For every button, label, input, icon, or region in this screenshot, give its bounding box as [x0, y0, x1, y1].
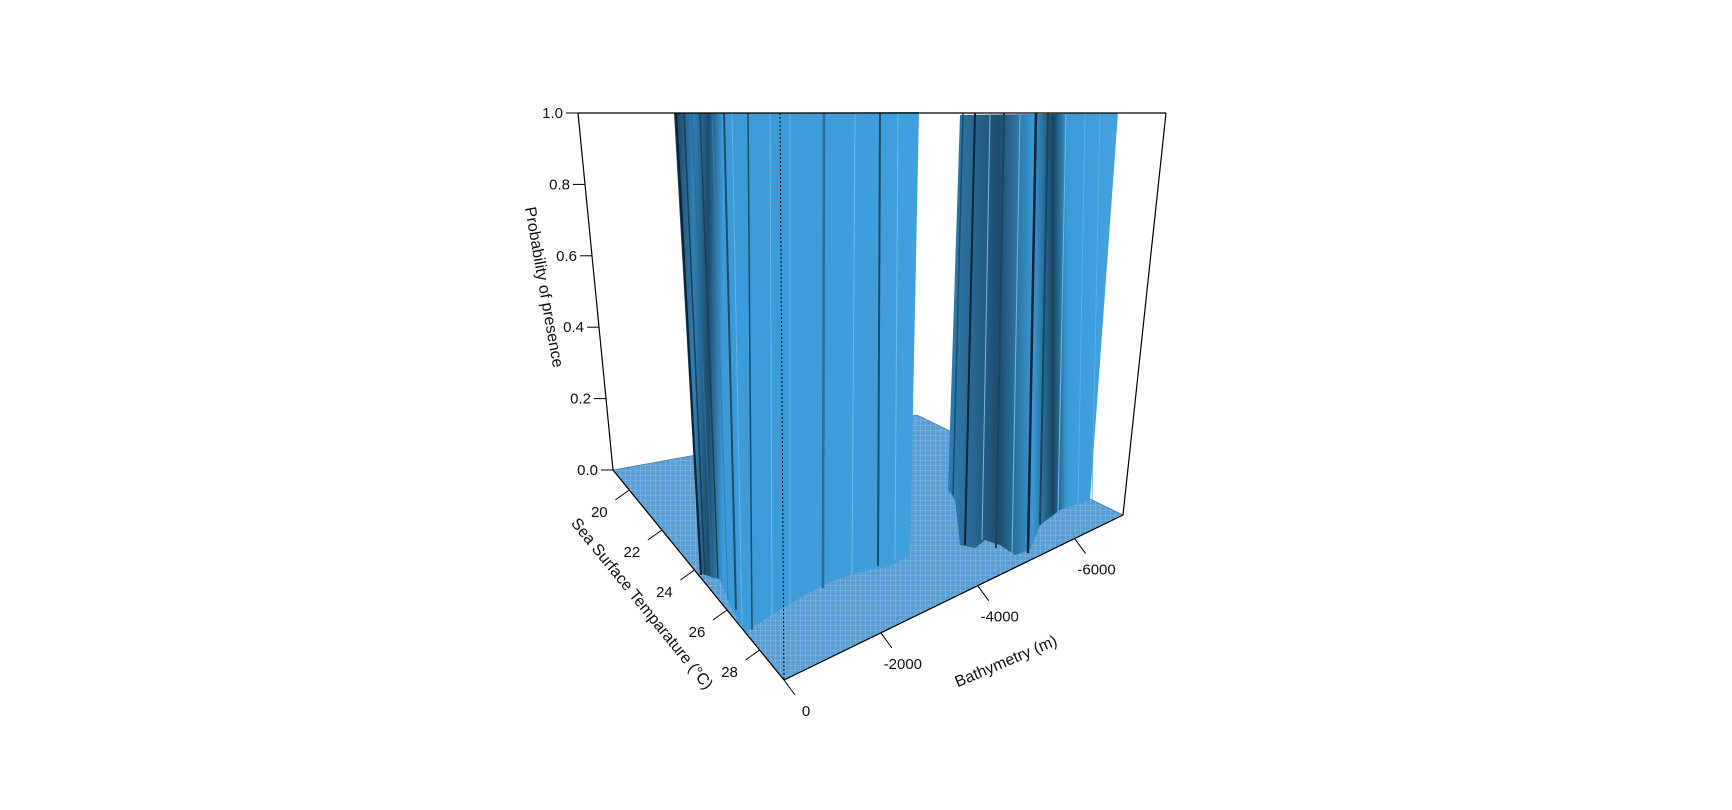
- wall-stripe: [851, 112, 856, 576]
- bathymetry-tick-mark: [783, 679, 796, 696]
- z-tick-label: 0.4: [563, 319, 584, 336]
- sst-tick-label: 20: [591, 504, 608, 521]
- wall-stripe: [691, 112, 713, 579]
- wall-stripe: [894, 112, 899, 561]
- wall-stripe: [699, 112, 719, 579]
- z-axis-title: Probability of presence: [521, 206, 566, 369]
- sst-tick-label: 24: [656, 584, 673, 601]
- wall-stripe: [723, 112, 737, 611]
- bathymetry-tick-label: -2000: [884, 656, 922, 673]
- bathymetry-axis: 0 -2000 -4000 -6000: [783, 538, 1116, 720]
- sst-tick-mark: [647, 529, 663, 541]
- z-tick-label: 0.0: [577, 462, 598, 479]
- wall-stripe: [769, 112, 773, 619]
- wall-stripes: [674, 112, 1101, 631]
- wall-stripe: [981, 112, 991, 541]
- wall-stripe: [952, 112, 964, 496]
- wall-stripe: [747, 112, 753, 631]
- wall-stripe: [964, 112, 976, 546]
- z-tick-label: 0.2: [570, 391, 591, 408]
- wall-stripe: [877, 112, 881, 567]
- wall-stripe: [1026, 112, 1038, 554]
- sst-tick-label: 22: [624, 544, 641, 561]
- wall-stripe: [711, 112, 729, 601]
- bathymetry-tick-label: -6000: [1077, 562, 1115, 579]
- wall-stripe: [1011, 112, 1021, 556]
- sst-tick-mark: [680, 569, 695, 581]
- sst-tick-label: 28: [721, 664, 738, 681]
- sst-axis: 20 22 24 26 28: [591, 489, 760, 681]
- wall-stripe: [995, 112, 1005, 549]
- bathymetry-axis-title: Bathymetry (m): [953, 633, 1060, 691]
- z-axis: 0.0 0.2 0.4 0.6 0.8 1.0: [542, 105, 613, 479]
- wall-band-1: [674, 112, 919, 632]
- z-tick-label: 1.0: [542, 105, 563, 122]
- wall-stripe: [1077, 112, 1086, 506]
- axis-box: [577, 112, 1167, 681]
- z-tick-label: 0.6: [556, 248, 577, 265]
- wall-stripe: [1091, 112, 1101, 501]
- wall-stripe: [1039, 112, 1049, 526]
- wall-stripe: [731, 112, 743, 626]
- bathymetry-tick-mark: [977, 585, 990, 602]
- sst-tick-mark: [614, 489, 630, 501]
- sst-tick-mark: [712, 609, 728, 621]
- bathymetry-tick-mark: [1074, 538, 1086, 554]
- bathymetry-tick-mark: [880, 632, 893, 649]
- wall-stripe: [821, 112, 826, 589]
- sst-tick-label: 26: [689, 624, 706, 641]
- wall-stripe: [683, 112, 706, 576]
- wall-stripe: [1057, 112, 1067, 513]
- bathymetry-tick-label: -4000: [981, 609, 1019, 626]
- bathymetry-tick-label: 0: [802, 703, 810, 720]
- wall-stripe: [674, 112, 703, 576]
- sst-tick-mark: [745, 649, 760, 661]
- z-tick-label: 0.8: [549, 176, 570, 193]
